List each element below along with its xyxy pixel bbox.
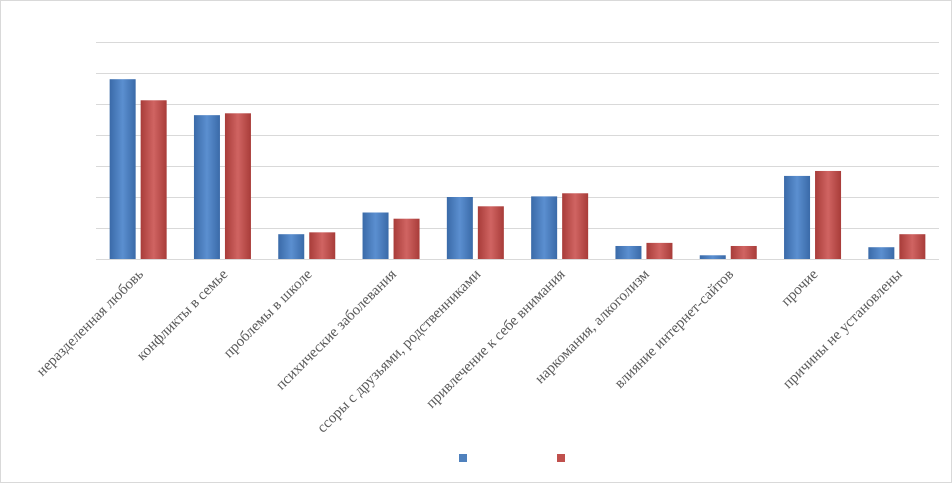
bar-series1 [868,247,895,259]
category-label: привлечение к себе внимания [423,266,568,411]
bar-series1 [109,79,136,259]
bar-series1 [362,212,389,259]
bar-series2 [730,245,757,259]
bar-series1 [784,175,811,259]
legend [459,454,565,462]
category-label: прочие [778,266,821,309]
bar-series1 [193,115,220,259]
bar-series2 [393,218,420,259]
category-label: ссоры с друзьями, родственниками [314,267,484,437]
category-label: конфликты в семье [134,266,232,364]
bar-series2 [899,234,926,259]
bar-series2 [140,100,167,259]
bar-series2 [477,206,504,259]
bar-series1 [278,234,305,259]
bar-series1 [446,197,473,259]
bar-series1 [699,255,726,259]
bar-series2 [646,242,673,259]
legend-marker-series2 [557,454,565,462]
bar-series2 [309,232,336,259]
category-label: проблемы в школе [221,266,316,361]
category-label: неразделенная любовь [34,266,147,379]
bar-series2 [815,170,842,259]
bar-series2 [224,113,251,259]
bars [109,79,926,259]
gridlines [96,42,939,260]
bar-series1 [531,196,558,259]
bar-series1 [615,245,642,259]
legend-marker-series1 [459,454,467,462]
bar-series2 [562,193,589,259]
